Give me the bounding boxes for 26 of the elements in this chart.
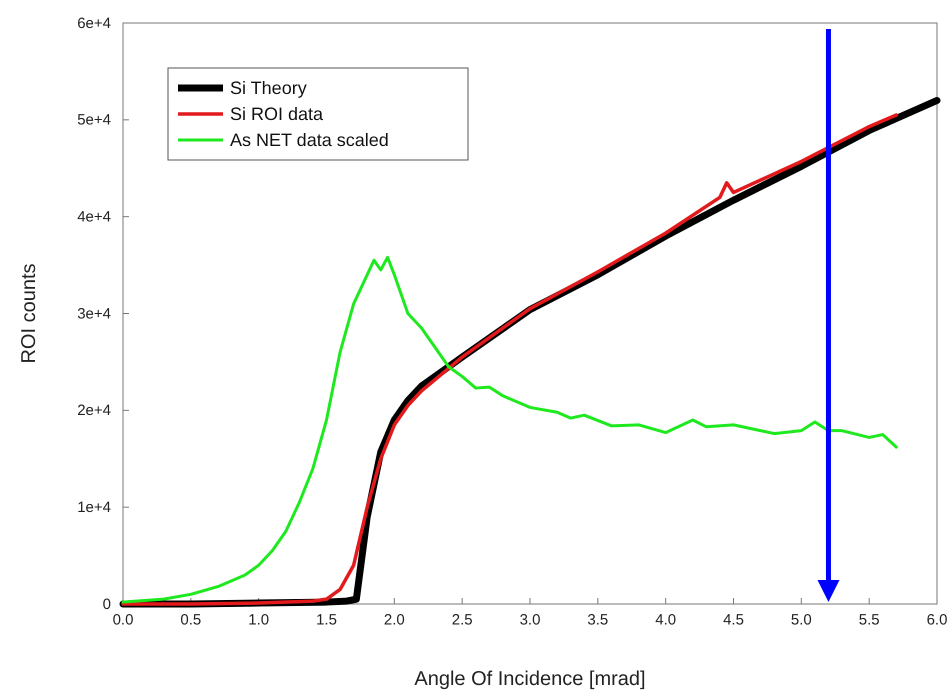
y-tick-label: 4e+4 bbox=[77, 208, 111, 226]
x-tick-label: 0.5 bbox=[180, 612, 202, 629]
x-axis-title: Angle Of Incidence [mrad] bbox=[414, 668, 646, 690]
y-tick-label: 3e+4 bbox=[77, 305, 111, 322]
x-tick-label: 1.5 bbox=[316, 612, 337, 629]
legend-label: Si Theory bbox=[230, 78, 307, 98]
x-tick-label: 2.0 bbox=[384, 612, 405, 629]
y-tick-label: 1e+4 bbox=[77, 498, 111, 516]
y-tick-label: 5e+4 bbox=[77, 112, 111, 129]
x-tick-label: 6.0 bbox=[926, 612, 948, 629]
x-tick-label: 1.0 bbox=[248, 612, 270, 629]
x-tick-label: 4.0 bbox=[655, 612, 676, 629]
y-axis-title: ROI counts bbox=[18, 263, 40, 364]
y-tick-label: 0 bbox=[102, 596, 111, 613]
x-tick-label: 5.5 bbox=[858, 612, 880, 629]
x-tick-label: 4.5 bbox=[723, 612, 744, 629]
x-tick-label: 5.0 bbox=[790, 612, 812, 629]
line-series bbox=[122, 256, 898, 604]
x-tick-label: 0.0 bbox=[112, 612, 134, 629]
legend-label: As NET data scaled bbox=[230, 130, 389, 150]
y-tick-label: 2e+4 bbox=[77, 402, 111, 420]
x-tick-label: 3.0 bbox=[520, 612, 540, 629]
legend-label: Si ROI data bbox=[230, 104, 324, 124]
y-tick-label: 6e+4 bbox=[77, 14, 111, 32]
x-tick-label: 3.5 bbox=[587, 612, 608, 629]
x-tick-label: 2.5 bbox=[452, 612, 473, 629]
